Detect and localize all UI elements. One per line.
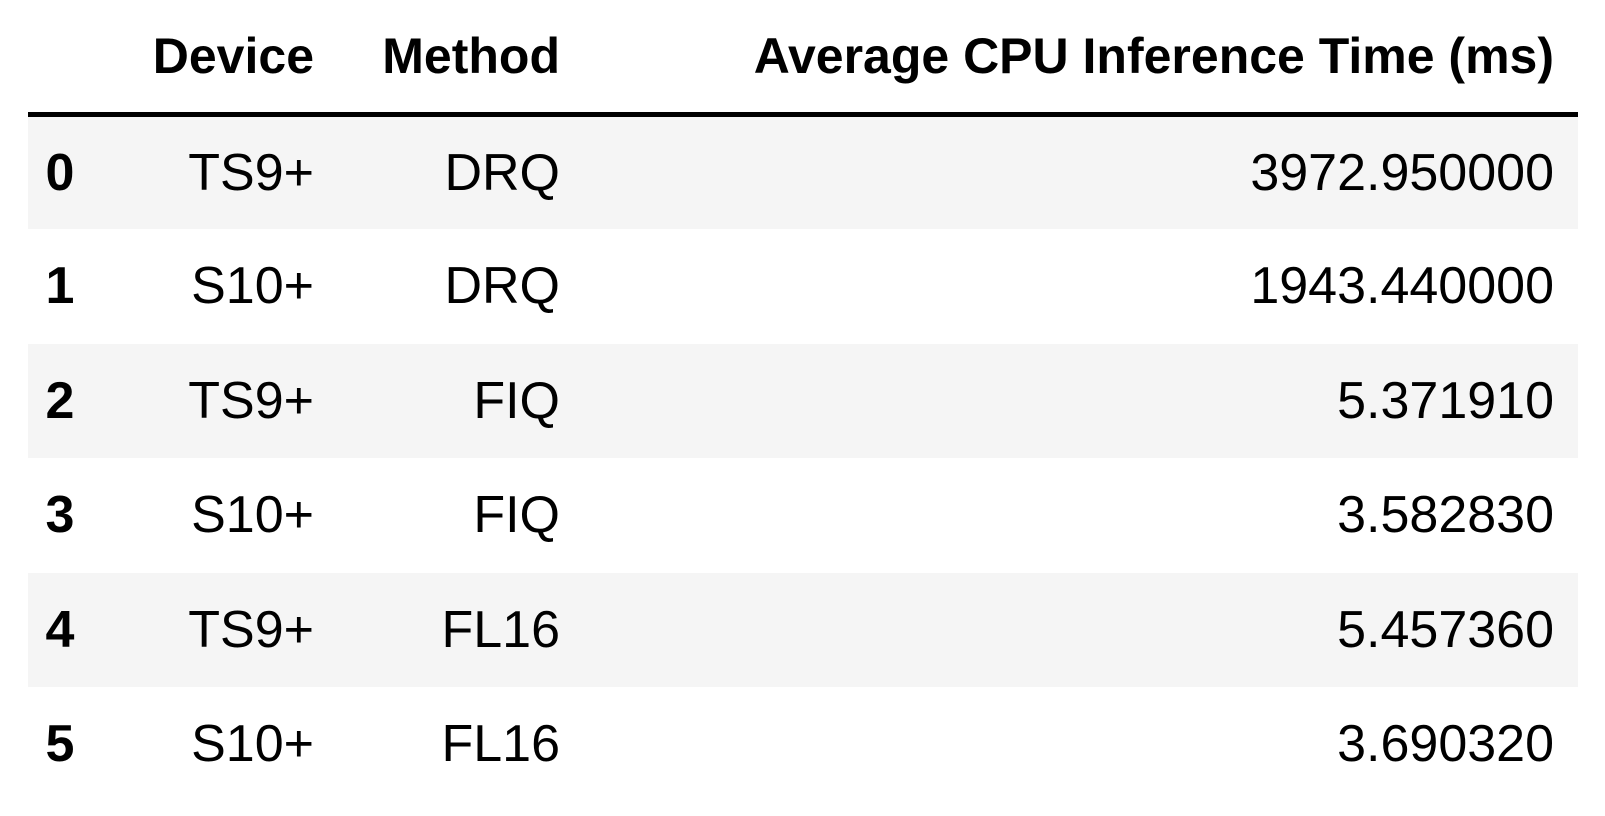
cell-method: FL16 (441, 600, 560, 659)
cell-method: DRQ (444, 144, 560, 202)
table-row: 5 S10+ FL16 3.690320 (28, 687, 1578, 802)
cell-device: S10+ (191, 486, 314, 545)
dataframe-table: Device Method Average CPU Inference Time… (28, 0, 1578, 802)
table-row: 3 S10+ FIQ 3.582830 (28, 458, 1578, 573)
cell-avg-cpu-time: 5.457360 (1337, 600, 1554, 659)
cell-avg-cpu-time: 5.371910 (1337, 371, 1554, 430)
cell-avg-cpu-time: 3.582830 (1337, 486, 1554, 545)
table-header: Device Method Average CPU Inference Time… (28, 0, 1578, 117)
cell-avg-cpu-time: 1943.440000 (1250, 257, 1554, 316)
header-index (28, 0, 110, 117)
row-index: 0 (45, 144, 75, 202)
row-index: 1 (45, 257, 75, 316)
cell-device: TS9+ (188, 600, 314, 659)
row-index: 3 (45, 486, 75, 545)
cell-method: DRQ (444, 257, 560, 316)
cell-device: S10+ (191, 715, 314, 774)
cell-avg-cpu-time: 3.690320 (1337, 715, 1554, 774)
row-index: 5 (45, 715, 75, 774)
cell-device: TS9+ (188, 371, 314, 430)
cell-device: S10+ (191, 257, 314, 316)
header-row: Device Method Average CPU Inference Time… (28, 0, 1578, 117)
table-row: 4 TS9+ FL16 5.457360 (28, 572, 1578, 687)
cell-method: FIQ (473, 371, 560, 430)
table-row: 2 TS9+ FIQ 5.371910 (28, 343, 1578, 458)
dataframe-table-container: Device Method Average CPU Inference Time… (28, 0, 1578, 802)
row-index: 2 (45, 371, 75, 430)
table-body: 0 TS9+ DRQ 3972.950000 1 S10+ DRQ 1943.4… (28, 114, 1578, 802)
cell-method: FL16 (441, 715, 560, 774)
table-row: 0 TS9+ DRQ 3972.950000 (28, 114, 1578, 229)
row-index: 4 (45, 600, 75, 659)
header-avg-cpu-time: Average CPU Inference Time (ms) (584, 0, 1578, 117)
cell-device: TS9+ (188, 144, 314, 202)
table-row: 1 S10+ DRQ 1943.440000 (28, 229, 1578, 344)
cell-method: FIQ (473, 486, 560, 545)
header-device: Device (110, 0, 338, 117)
cell-avg-cpu-time: 3972.950000 (1250, 144, 1554, 202)
header-method: Method (338, 0, 584, 117)
